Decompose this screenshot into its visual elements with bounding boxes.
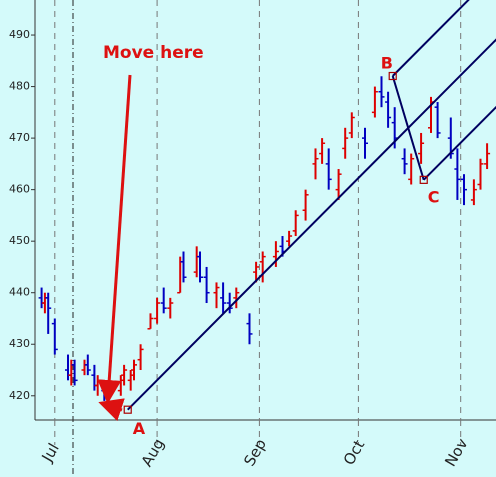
pitchfork-line xyxy=(392,0,470,77)
pitchfork-label: A xyxy=(133,419,146,438)
pitchfork-line xyxy=(127,38,496,411)
y-tick-label: 470 xyxy=(9,131,30,144)
y-tick-label: 460 xyxy=(9,183,30,196)
annotation-arrow xyxy=(98,398,125,422)
pitchfork-handle xyxy=(419,175,428,184)
y-tick-label: 450 xyxy=(9,234,30,247)
annotation-text: Move here xyxy=(103,43,204,63)
y-tick-label: 420 xyxy=(9,389,30,402)
y-tick-label: 480 xyxy=(9,80,30,93)
pitchfork-bc xyxy=(391,75,425,181)
pitchfork-label: C xyxy=(428,187,440,206)
y-tick-label: 440 xyxy=(9,286,30,299)
y-tick-label: 490 xyxy=(9,28,30,41)
pitchfork xyxy=(127,0,496,411)
pitchfork-label: B xyxy=(381,54,393,73)
pitchfork-handle xyxy=(388,71,397,81)
y-tick-label: 430 xyxy=(9,337,30,350)
annotation-arrow xyxy=(97,74,132,404)
pitchfork-line xyxy=(423,105,496,181)
